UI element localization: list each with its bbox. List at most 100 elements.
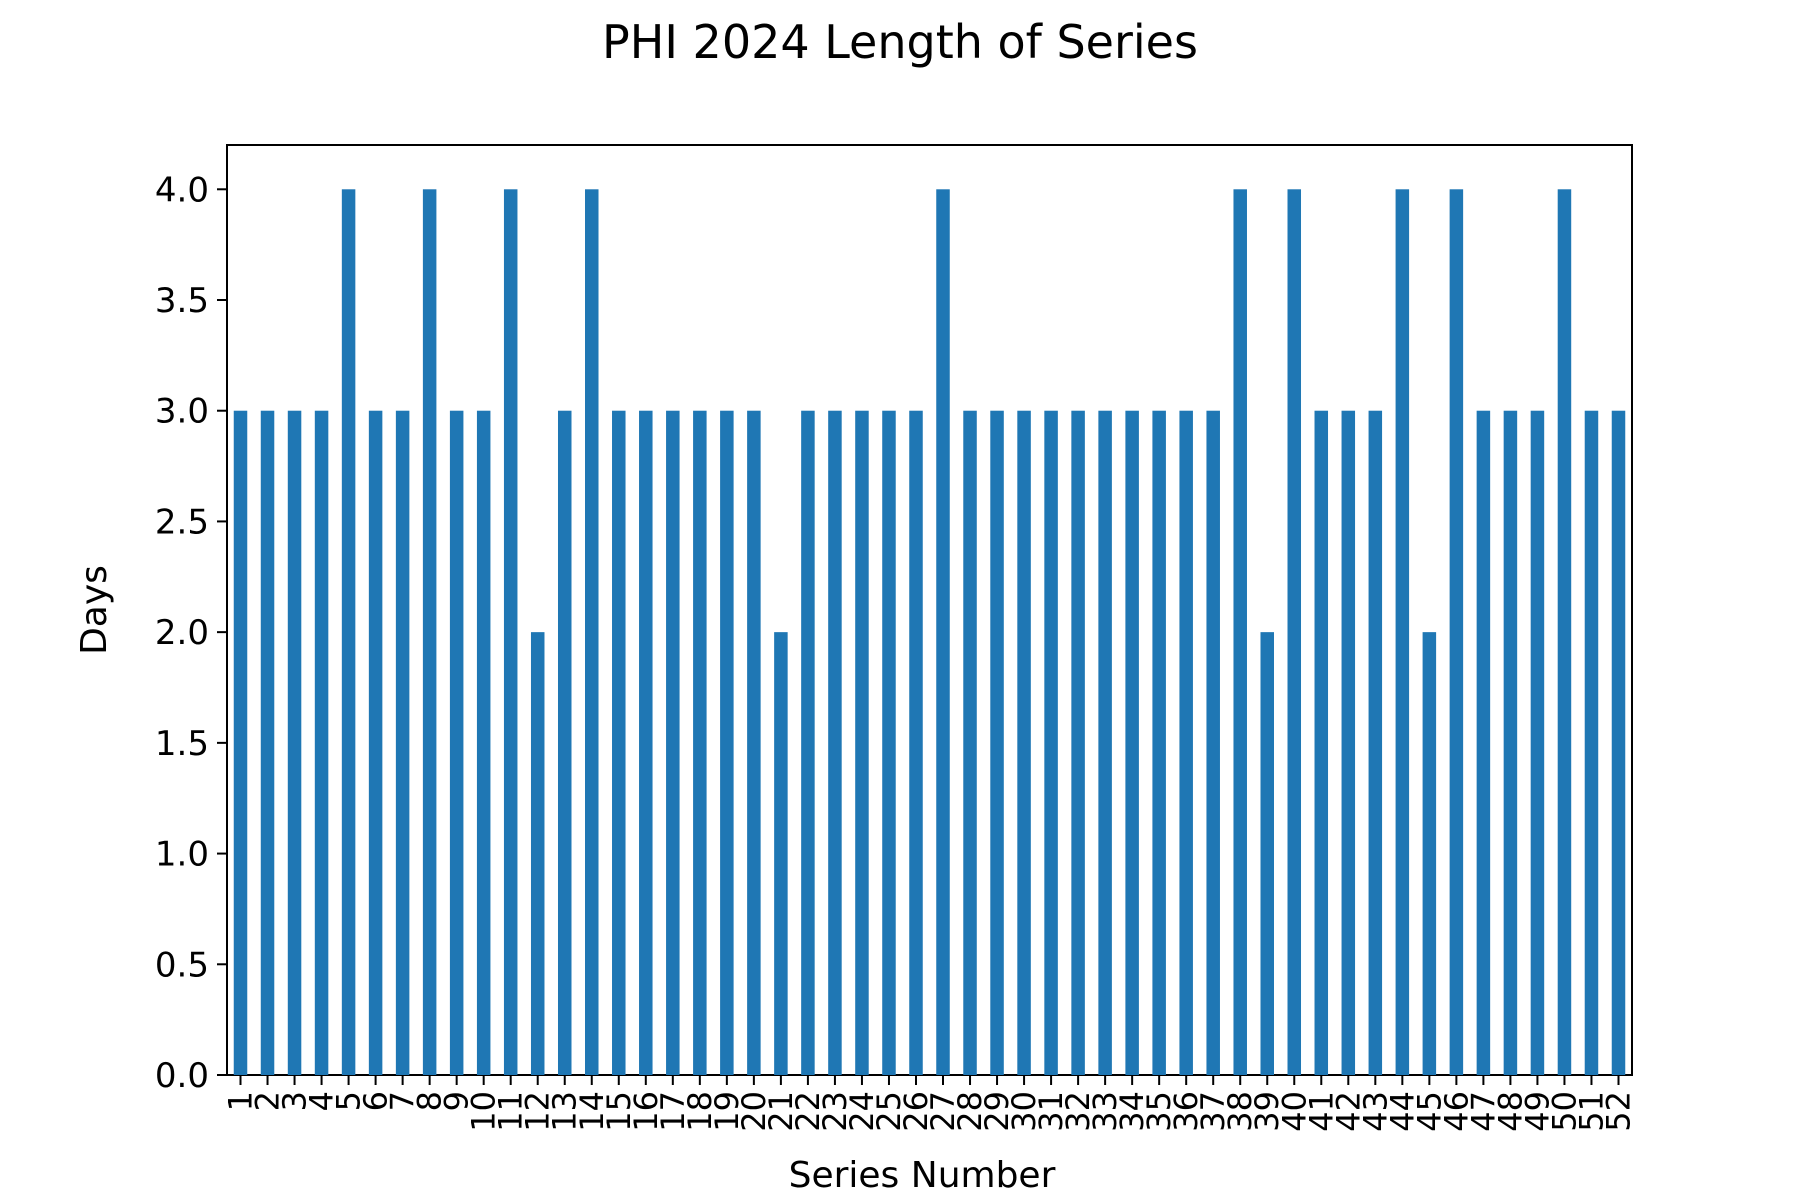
bar-series-29 [990, 410, 1004, 1076]
x-tick-label: 15 [600, 1091, 638, 1132]
x-tick-label: 47 [1464, 1091, 1502, 1132]
x-tick-label: 11 [492, 1091, 530, 1132]
bar-series-19 [720, 410, 734, 1076]
bar-series-21 [774, 632, 788, 1075]
bar-series-34 [1125, 410, 1139, 1076]
bar-series-30 [1017, 410, 1031, 1076]
x-tick-label: 33 [1086, 1091, 1124, 1132]
x-tick-label: 17 [654, 1091, 692, 1132]
x-tick-label: 6 [357, 1091, 395, 1111]
x-tick-label: 39 [1248, 1091, 1286, 1132]
x-tick-label: 20 [735, 1091, 773, 1132]
x-tick-label: 26 [897, 1091, 935, 1132]
y-tick-label: 1.5 [155, 724, 209, 764]
bar-series-49 [1530, 410, 1545, 1076]
x-tick-label: 29 [978, 1091, 1016, 1132]
x-tick-label: 16 [627, 1091, 665, 1132]
y-tick-label: 1.0 [155, 835, 209, 875]
x-tick-label: 31 [1032, 1091, 1070, 1132]
bar-series-46 [1449, 189, 1464, 1076]
bar-series-52 [1611, 410, 1626, 1076]
x-tick-label: 35 [1140, 1091, 1178, 1132]
bar-series-33 [1098, 410, 1112, 1076]
bar-series-8 [422, 189, 437, 1076]
x-tick-label: 8 [411, 1091, 449, 1111]
plot-area [226, 144, 1633, 1076]
x-tick-label: 13 [546, 1091, 584, 1132]
y-tick-label: 2.5 [155, 502, 209, 542]
bar-series-44 [1395, 189, 1410, 1076]
bar-series-47 [1476, 410, 1491, 1076]
x-tick-label: 9 [438, 1091, 476, 1111]
bar-series-15 [612, 410, 626, 1076]
bar-series-27 [936, 189, 950, 1076]
x-tick-label: 50 [1545, 1091, 1583, 1132]
x-tick-label: 1 [222, 1091, 260, 1111]
x-tick-label: 19 [708, 1091, 746, 1132]
x-tick-label: 10 [465, 1091, 503, 1132]
x-tick-label: 7 [384, 1091, 422, 1111]
x-tick-label: 49 [1518, 1091, 1556, 1132]
x-tick-label: 34 [1113, 1091, 1151, 1132]
bar-series-37 [1206, 410, 1220, 1076]
bar-series-5 [341, 189, 356, 1076]
x-tick-label: 28 [951, 1091, 989, 1132]
x-tick-label: 36 [1167, 1091, 1205, 1132]
bar-series-16 [639, 410, 653, 1076]
bar-series-12 [530, 632, 545, 1075]
x-tick-label: 12 [519, 1091, 557, 1132]
x-tick-label: 2 [249, 1091, 287, 1111]
bar-series-7 [395, 410, 410, 1076]
x-tick-label: 18 [681, 1091, 719, 1132]
bar-series-51 [1584, 410, 1599, 1076]
x-tick-label: 21 [762, 1091, 800, 1132]
x-tick-label: 44 [1383, 1091, 1421, 1132]
x-tick-label: 25 [870, 1091, 908, 1132]
y-tick-label: 3.5 [155, 281, 209, 321]
bar-series-41 [1314, 410, 1329, 1076]
bar-series-1 [233, 410, 248, 1076]
bar-series-22 [801, 410, 815, 1076]
bar-series-35 [1152, 410, 1166, 1076]
x-tick-label: 52 [1599, 1091, 1637, 1132]
bar-series-40 [1287, 189, 1302, 1076]
bars [233, 189, 1626, 1076]
bar-series-24 [855, 410, 869, 1076]
bar-series-32 [1071, 410, 1085, 1076]
plot-frame [226, 144, 1633, 1076]
x-tick-label: 41 [1302, 1091, 1340, 1132]
bar-series-26 [909, 410, 923, 1076]
y-axis: 0.0 0.5 1.0 1.5 2.0 2.5 3.0 3.5 4.0 [155, 170, 227, 1096]
x-tick-label: 32 [1059, 1091, 1097, 1132]
x-axis-label: Series Number [789, 1155, 1056, 1196]
bar-series-23 [828, 410, 842, 1076]
bar-series-25 [882, 410, 896, 1076]
bar-series-11 [503, 189, 518, 1076]
y-tick-label: 4.0 [155, 170, 209, 210]
x-tick-label: 51 [1572, 1091, 1610, 1132]
bar-series-10 [476, 410, 491, 1076]
bar-series-42 [1341, 410, 1356, 1076]
x-tick-label: 23 [816, 1091, 854, 1132]
bar-series-38 [1233, 189, 1247, 1076]
bar-series-28 [963, 410, 977, 1076]
bar-series-36 [1179, 410, 1193, 1076]
x-tick-label: 24 [843, 1091, 881, 1132]
chart-title: PHI 2024 Length of Series [602, 15, 1198, 69]
x-tick-label: 37 [1194, 1091, 1232, 1132]
bar-series-39 [1260, 632, 1274, 1075]
x-tick-label: 3 [276, 1091, 314, 1111]
y-tick-label: 3.0 [155, 392, 209, 432]
x-tick-label: 42 [1329, 1091, 1367, 1132]
y-tick-label: 0.0 [155, 1056, 209, 1096]
y-tick-label: 0.5 [155, 945, 209, 985]
bar-series-45 [1422, 632, 1437, 1075]
y-tick-label: 2.0 [155, 613, 209, 653]
bar-series-9 [449, 410, 464, 1076]
bar-series-18 [693, 410, 707, 1076]
bar-series-14 [585, 189, 599, 1076]
x-tick-label: 22 [789, 1091, 827, 1132]
x-tick-label: 45 [1410, 1091, 1448, 1132]
